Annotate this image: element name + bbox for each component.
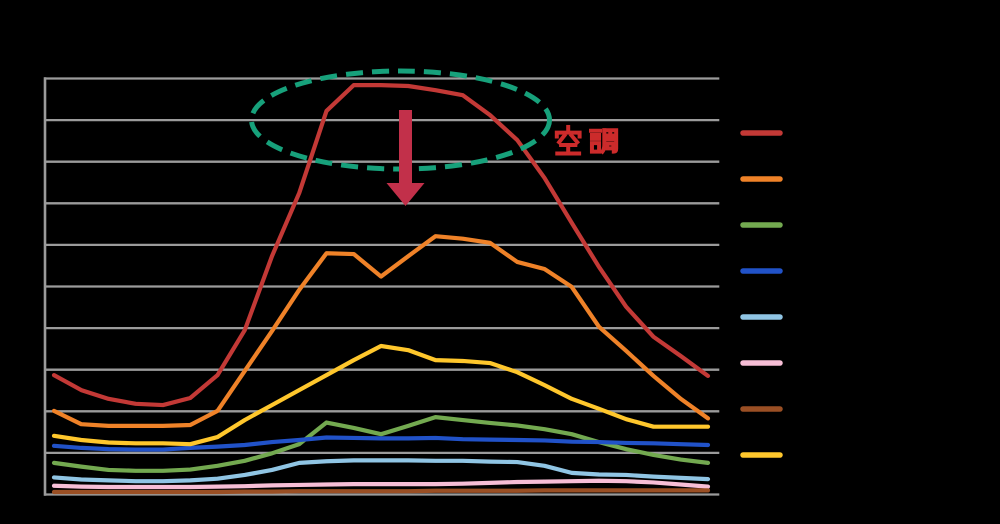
series-line-light-blue <box>51 458 711 484</box>
series-line-yellow <box>51 343 711 447</box>
series-line-blue <box>51 435 711 452</box>
series-line-red <box>51 83 711 408</box>
kanji-chou-glyph <box>589 128 619 155</box>
down-arrow-icon <box>386 110 425 206</box>
series-line-orange <box>51 234 711 428</box>
data-series <box>51 83 711 495</box>
series-line-pink <box>51 478 711 490</box>
kanji-sora-glyph <box>554 124 582 156</box>
annotation-label <box>554 124 619 156</box>
legend <box>740 130 783 458</box>
series-line-brown <box>51 488 711 495</box>
annotation-overlay <box>249 68 619 206</box>
gridlines <box>43 77 720 496</box>
